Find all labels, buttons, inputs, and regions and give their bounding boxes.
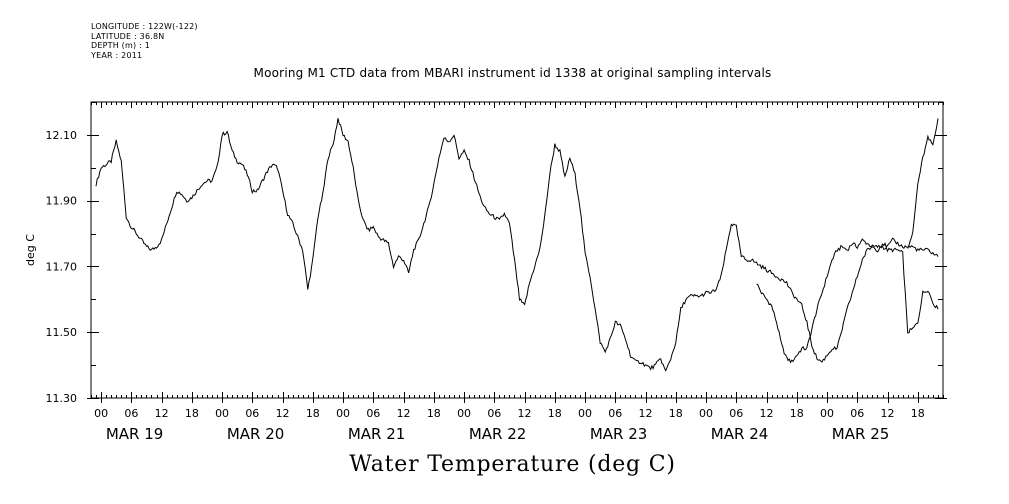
chart-bottom-title: Water Temperature (deg C): [349, 452, 676, 477]
temperature-series-line: [907, 118, 939, 249]
x-hour-tick-label: 06: [608, 407, 622, 420]
x-hour-tick-label: 00: [215, 407, 229, 420]
longitude-label: LONGITUDE : 122W(-122): [91, 22, 198, 31]
x-hour-tick-label: 06: [729, 407, 743, 420]
y-tick-label: 11.30: [46, 392, 78, 405]
metadata-block: LONGITUDE : 122W(-122) LATITUDE : 36.8N …: [91, 22, 198, 60]
x-hour-tick-label: 12: [760, 407, 774, 420]
x-hour-tick-label: 18: [185, 407, 199, 420]
y-tick-label: 11.90: [46, 195, 78, 208]
x-hour-tick-label: 06: [124, 407, 138, 420]
temperature-series-line: [95, 118, 939, 372]
x-hour-tick-label: 06: [487, 407, 501, 420]
x-hour-tick-label: 18: [790, 407, 804, 420]
x-hour-tick-label: 18: [306, 407, 320, 420]
y-tick-label: 12.10: [46, 129, 78, 142]
plot-frame: [90, 101, 944, 399]
latitude-label: LATITUDE : 36.8N: [91, 31, 165, 41]
x-day-label: MAR 23: [590, 425, 647, 443]
x-hour-tick-label: 18: [427, 407, 441, 420]
x-hour-tick-label: 00: [820, 407, 834, 420]
x-hour-tick-label: 12: [639, 407, 653, 420]
x-hour-tick-label: 12: [276, 407, 290, 420]
x-hour-tick-label: 00: [457, 407, 471, 420]
y-axis-label: deg C: [24, 234, 37, 266]
x-day-label: MAR 21: [348, 425, 405, 443]
x-day-label: MAR 22: [469, 425, 526, 443]
x-hour-tick-label: 18: [669, 407, 683, 420]
x-hour-tick-label: 12: [397, 407, 411, 420]
y-tick-label: 11.50: [46, 326, 78, 339]
x-hour-tick-label: 12: [518, 407, 532, 420]
x-hour-tick-label: 06: [245, 407, 259, 420]
x-hour-tick-label: 00: [336, 407, 350, 420]
year-label: YEAR : 2011: [91, 50, 143, 60]
x-hour-tick-label: 18: [548, 407, 562, 420]
x-hour-tick-label: 06: [850, 407, 864, 420]
x-day-label: MAR 25: [832, 425, 889, 443]
temperature-series-line: [756, 238, 939, 364]
x-hour-tick-label: 06: [366, 407, 380, 420]
x-day-label: MAR 24: [711, 425, 768, 443]
x-hour-tick-label: 12: [155, 407, 169, 420]
depth-label: DEPTH (m) : 1: [91, 41, 150, 50]
x-day-label: MAR 19: [106, 425, 163, 443]
x-hour-tick-label: 00: [94, 407, 108, 420]
x-hour-tick-label: 18: [911, 407, 925, 420]
y-tick-label: 11.70: [46, 260, 78, 273]
x-hour-tick-label: 00: [699, 407, 713, 420]
chart-title: Mooring M1 CTD data from MBARI instrumen…: [253, 66, 772, 80]
x-day-label: MAR 20: [227, 425, 284, 443]
x-hour-tick-label: 00: [578, 407, 592, 420]
x-hour-tick-label: 12: [881, 407, 895, 420]
